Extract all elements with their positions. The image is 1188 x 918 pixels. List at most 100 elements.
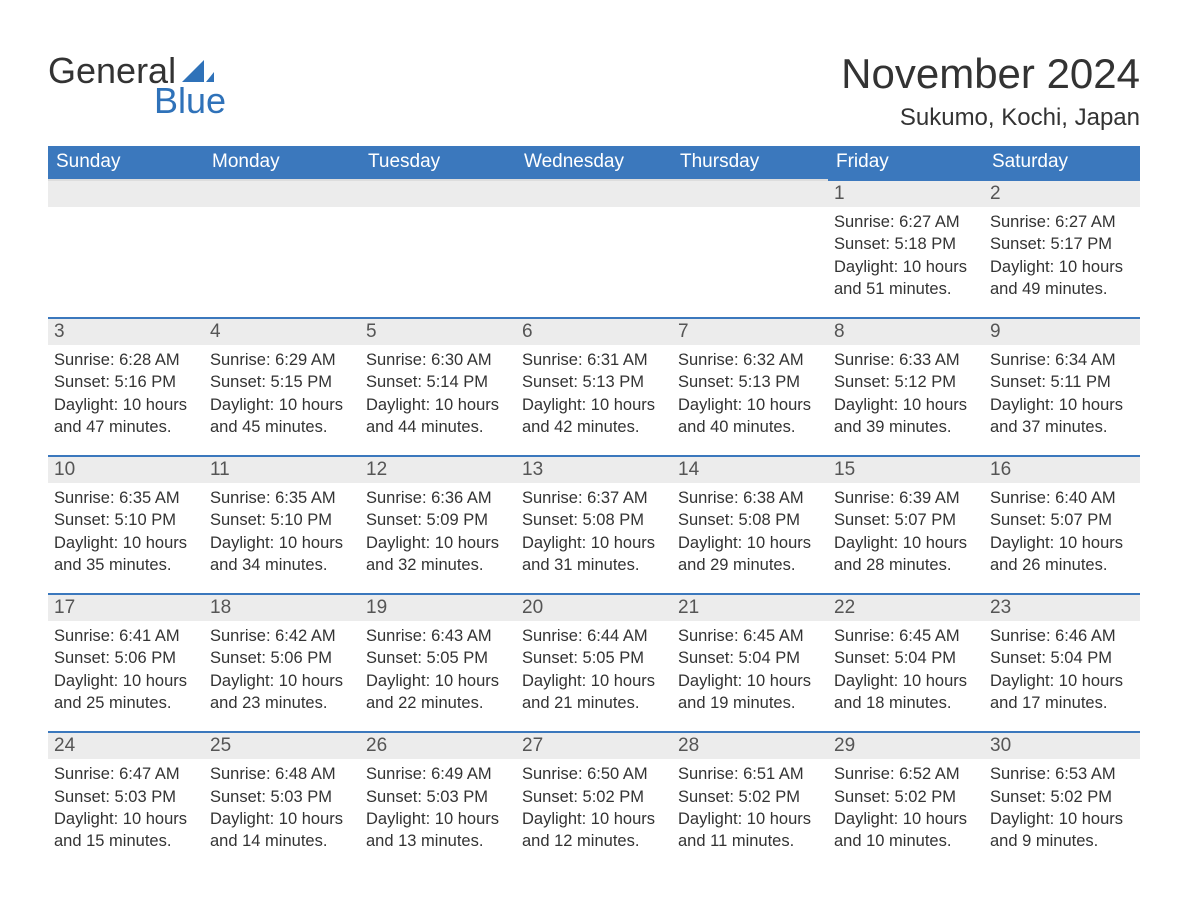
brand-word2: Blue xyxy=(154,80,226,122)
day-of-week-header: Wednesday xyxy=(516,146,672,180)
day-number-cell: 3 xyxy=(48,318,204,345)
daylight-text: Daylight: 10 hours and 21 minutes. xyxy=(522,670,666,715)
day-data-cell: Sunrise: 6:27 AMSunset: 5:18 PMDaylight:… xyxy=(828,207,984,300)
day-data-cell: Sunrise: 6:50 AMSunset: 5:02 PMDaylight:… xyxy=(516,759,672,852)
day-number-cell: 30 xyxy=(984,732,1140,759)
daylight-text: Daylight: 10 hours and 45 minutes. xyxy=(210,394,354,439)
day-number-cell: 14 xyxy=(672,456,828,483)
sunset-text: Sunset: 5:15 PM xyxy=(210,371,354,393)
day-data-cell: Sunrise: 6:29 AMSunset: 5:15 PMDaylight:… xyxy=(204,345,360,438)
day-number-cell: 24 xyxy=(48,732,204,759)
day-data-cell: Sunrise: 6:43 AMSunset: 5:05 PMDaylight:… xyxy=(360,621,516,714)
sunset-text: Sunset: 5:16 PM xyxy=(54,371,198,393)
sunset-text: Sunset: 5:04 PM xyxy=(834,647,978,669)
day-data-cell: Sunrise: 6:36 AMSunset: 5:09 PMDaylight:… xyxy=(360,483,516,576)
day-data-cell: Sunrise: 6:38 AMSunset: 5:08 PMDaylight:… xyxy=(672,483,828,576)
daylight-text: Daylight: 10 hours and 51 minutes. xyxy=(834,256,978,301)
day-number-cell xyxy=(48,180,204,207)
day-number-cell: 29 xyxy=(828,732,984,759)
day-number-cell: 5 xyxy=(360,318,516,345)
sunset-text: Sunset: 5:06 PM xyxy=(210,647,354,669)
day-of-week-header: Thursday xyxy=(672,146,828,180)
day-data-cell: Sunrise: 6:30 AMSunset: 5:14 PMDaylight:… xyxy=(360,345,516,438)
day-data-cell: Sunrise: 6:31 AMSunset: 5:13 PMDaylight:… xyxy=(516,345,672,438)
day-number-cell: 9 xyxy=(984,318,1140,345)
day-data-cell xyxy=(48,207,204,300)
day-number-cell: 25 xyxy=(204,732,360,759)
day-data-cell: Sunrise: 6:34 AMSunset: 5:11 PMDaylight:… xyxy=(984,345,1140,438)
sunset-text: Sunset: 5:07 PM xyxy=(990,509,1134,531)
day-data-cell: Sunrise: 6:27 AMSunset: 5:17 PMDaylight:… xyxy=(984,207,1140,300)
day-data-cell: Sunrise: 6:51 AMSunset: 5:02 PMDaylight:… xyxy=(672,759,828,852)
day-number-cell: 26 xyxy=(360,732,516,759)
sunrise-text: Sunrise: 6:39 AM xyxy=(834,487,978,509)
sunset-text: Sunset: 5:03 PM xyxy=(54,786,198,808)
calendar-table: SundayMondayTuesdayWednesdayThursdayFrid… xyxy=(48,146,1140,852)
sunrise-text: Sunrise: 6:45 AM xyxy=(678,625,822,647)
sunset-text: Sunset: 5:13 PM xyxy=(678,371,822,393)
daylight-text: Daylight: 10 hours and 22 minutes. xyxy=(366,670,510,715)
day-data-cell: Sunrise: 6:45 AMSunset: 5:04 PMDaylight:… xyxy=(828,621,984,714)
day-number-cell: 19 xyxy=(360,594,516,621)
location: Sukumo, Kochi, Japan xyxy=(841,104,1140,132)
daylight-text: Daylight: 10 hours and 39 minutes. xyxy=(834,394,978,439)
sunset-text: Sunset: 5:03 PM xyxy=(366,786,510,808)
sunset-text: Sunset: 5:06 PM xyxy=(54,647,198,669)
sunrise-text: Sunrise: 6:36 AM xyxy=(366,487,510,509)
day-number-cell: 22 xyxy=(828,594,984,621)
brand-logo: General Blue xyxy=(48,50,248,120)
day-number-cell: 16 xyxy=(984,456,1140,483)
daylight-text: Daylight: 10 hours and 40 minutes. xyxy=(678,394,822,439)
day-number-cell: 17 xyxy=(48,594,204,621)
daylight-text: Daylight: 10 hours and 17 minutes. xyxy=(990,670,1134,715)
sunrise-text: Sunrise: 6:44 AM xyxy=(522,625,666,647)
sunset-text: Sunset: 5:05 PM xyxy=(522,647,666,669)
sunrise-text: Sunrise: 6:53 AM xyxy=(990,763,1134,785)
sunrise-text: Sunrise: 6:28 AM xyxy=(54,349,198,371)
daylight-text: Daylight: 10 hours and 31 minutes. xyxy=(522,532,666,577)
sunrise-text: Sunrise: 6:29 AM xyxy=(210,349,354,371)
sunrise-text: Sunrise: 6:30 AM xyxy=(366,349,510,371)
day-data-cell: Sunrise: 6:48 AMSunset: 5:03 PMDaylight:… xyxy=(204,759,360,852)
sunrise-text: Sunrise: 6:27 AM xyxy=(834,211,978,233)
day-data-cell: Sunrise: 6:39 AMSunset: 5:07 PMDaylight:… xyxy=(828,483,984,576)
sunset-text: Sunset: 5:10 PM xyxy=(54,509,198,531)
day-data-cell: Sunrise: 6:35 AMSunset: 5:10 PMDaylight:… xyxy=(204,483,360,576)
sunset-text: Sunset: 5:02 PM xyxy=(834,786,978,808)
day-data-cell: Sunrise: 6:35 AMSunset: 5:10 PMDaylight:… xyxy=(48,483,204,576)
sunset-text: Sunset: 5:09 PM xyxy=(366,509,510,531)
day-data-cell: Sunrise: 6:52 AMSunset: 5:02 PMDaylight:… xyxy=(828,759,984,852)
day-number-cell: 2 xyxy=(984,180,1140,207)
daylight-text: Daylight: 10 hours and 13 minutes. xyxy=(366,808,510,853)
day-number-cell xyxy=(516,180,672,207)
sunrise-text: Sunrise: 6:49 AM xyxy=(366,763,510,785)
sunrise-text: Sunrise: 6:42 AM xyxy=(210,625,354,647)
daylight-text: Daylight: 10 hours and 10 minutes. xyxy=(834,808,978,853)
day-data-cell xyxy=(360,207,516,300)
day-data-cell: Sunrise: 6:33 AMSunset: 5:12 PMDaylight:… xyxy=(828,345,984,438)
sunset-text: Sunset: 5:12 PM xyxy=(834,371,978,393)
sunset-text: Sunset: 5:03 PM xyxy=(210,786,354,808)
day-data-cell: Sunrise: 6:45 AMSunset: 5:04 PMDaylight:… xyxy=(672,621,828,714)
daylight-text: Daylight: 10 hours and 49 minutes. xyxy=(990,256,1134,301)
daylight-text: Daylight: 10 hours and 15 minutes. xyxy=(54,808,198,853)
day-data-cell: Sunrise: 6:42 AMSunset: 5:06 PMDaylight:… xyxy=(204,621,360,714)
sunrise-text: Sunrise: 6:52 AM xyxy=(834,763,978,785)
daylight-text: Daylight: 10 hours and 9 minutes. xyxy=(990,808,1134,853)
daylight-text: Daylight: 10 hours and 25 minutes. xyxy=(54,670,198,715)
daylight-text: Daylight: 10 hours and 42 minutes. xyxy=(522,394,666,439)
day-number-cell: 4 xyxy=(204,318,360,345)
day-number-cell: 27 xyxy=(516,732,672,759)
sunrise-text: Sunrise: 6:35 AM xyxy=(54,487,198,509)
sunset-text: Sunset: 5:13 PM xyxy=(522,371,666,393)
day-data-cell: Sunrise: 6:37 AMSunset: 5:08 PMDaylight:… xyxy=(516,483,672,576)
daylight-text: Daylight: 10 hours and 19 minutes. xyxy=(678,670,822,715)
day-data-cell: Sunrise: 6:44 AMSunset: 5:05 PMDaylight:… xyxy=(516,621,672,714)
sunrise-text: Sunrise: 6:37 AM xyxy=(522,487,666,509)
sunset-text: Sunset: 5:02 PM xyxy=(678,786,822,808)
day-number-cell: 1 xyxy=(828,180,984,207)
day-number-cell: 18 xyxy=(204,594,360,621)
day-number-cell: 7 xyxy=(672,318,828,345)
day-number-cell: 21 xyxy=(672,594,828,621)
day-of-week-header: Sunday xyxy=(48,146,204,180)
